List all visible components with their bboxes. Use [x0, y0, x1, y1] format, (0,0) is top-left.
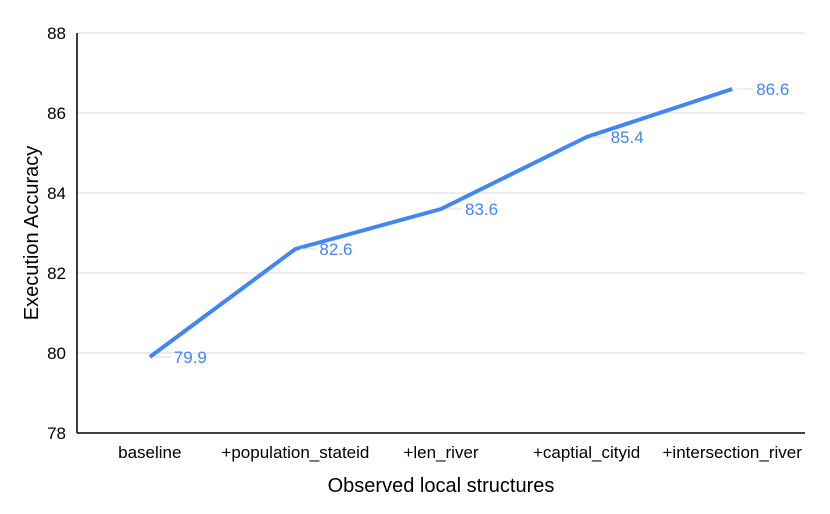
x-category-label: +intersection_river: [663, 443, 803, 462]
y-tick-labels-group: 78 80 82 84 86 88: [47, 24, 66, 443]
x-category-label: baseline: [118, 443, 181, 462]
y-tick-label: 82: [47, 264, 66, 283]
data-label: 79.9: [174, 348, 207, 367]
y-tick-label: 84: [47, 184, 66, 203]
x-category-labels-group: baseline +population_stateid +len_river +ca…: [118, 443, 802, 462]
y-tick-label: 80: [47, 344, 66, 363]
data-label: 85.4: [611, 128, 644, 147]
y-tick-label: 78: [47, 424, 66, 443]
axes-group: [76, 33, 805, 434]
data-label: 83.6: [465, 200, 498, 219]
data-label: 82.6: [319, 240, 352, 259]
series-line: [148, 87, 733, 359]
series-group: [148, 87, 733, 359]
data-labels-group: 79.9 82.6 83.6 85.4 86.6: [154, 80, 789, 367]
y-axis-title: Execution Accuracy: [21, 146, 43, 321]
y-tick-label: 86: [47, 104, 66, 123]
x-category-label: +population_stateid: [221, 443, 369, 462]
x-category-label: +len_river: [403, 443, 478, 462]
x-axis-title: Observed local structures: [328, 475, 555, 497]
gridlines-group: [77, 32, 805, 354]
data-label: 86.6: [756, 80, 789, 99]
y-tick-label: 88: [47, 24, 66, 43]
x-category-label: +captial_cityid: [533, 443, 640, 462]
